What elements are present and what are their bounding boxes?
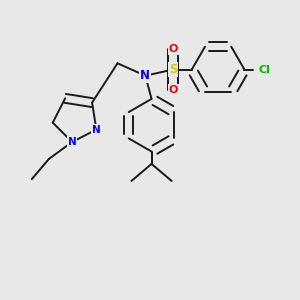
Text: O: O: [169, 44, 178, 54]
Text: Cl: Cl: [258, 64, 270, 74]
Text: N: N: [140, 69, 150, 82]
Text: S: S: [169, 63, 178, 76]
Text: N: N: [68, 137, 76, 147]
Text: N: N: [92, 124, 101, 135]
Text: O: O: [169, 85, 178, 94]
